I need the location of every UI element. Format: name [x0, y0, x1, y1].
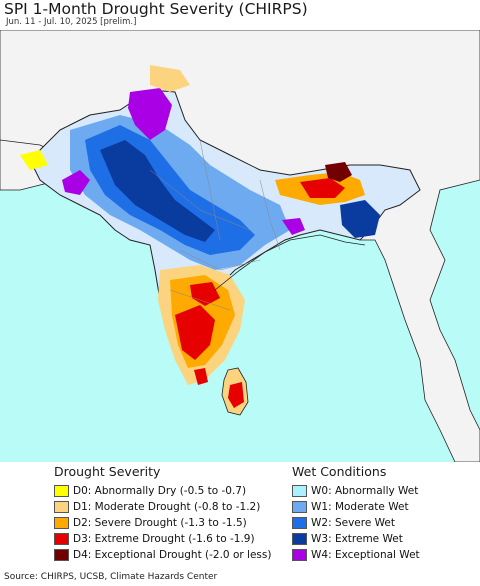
swatch-d3	[54, 533, 69, 545]
wet-exceptional-c	[282, 218, 305, 235]
coastline-east	[214, 234, 366, 291]
legend-label-d3: D3: Extreme Drought (-1.6 to -1.9)	[73, 533, 255, 545]
drought-ne-extreme	[300, 178, 345, 198]
swatch-w2	[292, 517, 307, 529]
wet-legend: Wet Conditions W0: Abnormally Wet W1: Mo…	[292, 464, 420, 563]
swatch-w0	[292, 485, 307, 497]
swatch-d2	[54, 517, 69, 529]
legend-item-d2: D2: Severe Drought (-1.3 to -1.5)	[54, 515, 271, 531]
legend-item-w4: W4: Exceptional Wet	[292, 547, 420, 563]
legend-item-d4: D4: Exceptional Drought (-2.0 or less)	[54, 547, 271, 563]
wet-legend-title: Wet Conditions	[292, 464, 387, 479]
legend-item-w0: W0: Abnormally Wet	[292, 483, 420, 499]
legend-label-d2: D2: Severe Drought (-1.3 to -1.5)	[73, 517, 247, 529]
legend-label-d4: D4: Exceptional Drought (-2.0 or less)	[73, 549, 272, 561]
swatch-d4	[54, 549, 69, 561]
dry-north	[150, 65, 190, 92]
drought-extreme-2	[190, 282, 220, 306]
legend-item-d0: D0: Abnormally Dry (-0.5 to -0.7)	[54, 483, 271, 499]
legend-label-w3: W3: Extreme Wet	[311, 533, 403, 545]
swatch-w3	[292, 533, 307, 545]
map-title: SPI 1-Month Drought Severity (CHIRPS)	[4, 0, 308, 18]
legend-item-w1: W1: Moderate Wet	[292, 499, 420, 515]
legend-item-w3: W3: Extreme Wet	[292, 531, 420, 547]
drought-legend-title: Drought Severity	[54, 464, 161, 479]
drought-map	[0, 30, 480, 462]
legend-item-d1: D1: Moderate Drought (-0.8 to -1.2)	[54, 499, 271, 515]
swatch-d0	[54, 485, 69, 497]
wet-extreme	[100, 140, 215, 242]
sri-lanka-drought	[228, 382, 244, 408]
legend-label-w0: W0: Abnormally Wet	[311, 485, 419, 497]
legend-item-w2: W2: Severe Wet	[292, 515, 420, 531]
wet-east	[340, 200, 380, 238]
abnormal-dry-sw	[20, 150, 48, 170]
drought-ne-exceptional	[325, 162, 352, 182]
wet-exceptional-w	[62, 170, 90, 195]
legend-label-d1: D1: Moderate Drought (-0.8 to -1.2)	[73, 501, 261, 513]
state-borders	[149, 139, 281, 311]
swatch-d1	[54, 501, 69, 513]
legend-label-d0: D0: Abnormally Dry (-0.5 to -0.7)	[73, 485, 247, 497]
map-subtitle: Jun. 11 - Jul. 10, 2025 [prelim.]	[6, 17, 137, 27]
swatch-w1	[292, 501, 307, 513]
drought-south-tip	[194, 368, 208, 385]
legend-label-w2: W2: Severe Wet	[311, 517, 395, 529]
drought-legend: Drought Severity D0: Abnormally Dry (-0.…	[54, 464, 271, 563]
wet-exceptional-nw	[128, 88, 172, 140]
drought-extreme	[175, 305, 215, 360]
legend-label-w4: W4: Exceptional Wet	[311, 549, 420, 561]
legend-item-d3: D3: Extreme Drought (-1.6 to -1.9)	[54, 531, 271, 547]
swatch-w4	[292, 549, 307, 561]
legend-label-w1: W1: Moderate Wet	[311, 501, 409, 513]
source-credit: Source: CHIRPS, UCSB, Climate Hazards Ce…	[4, 572, 218, 582]
